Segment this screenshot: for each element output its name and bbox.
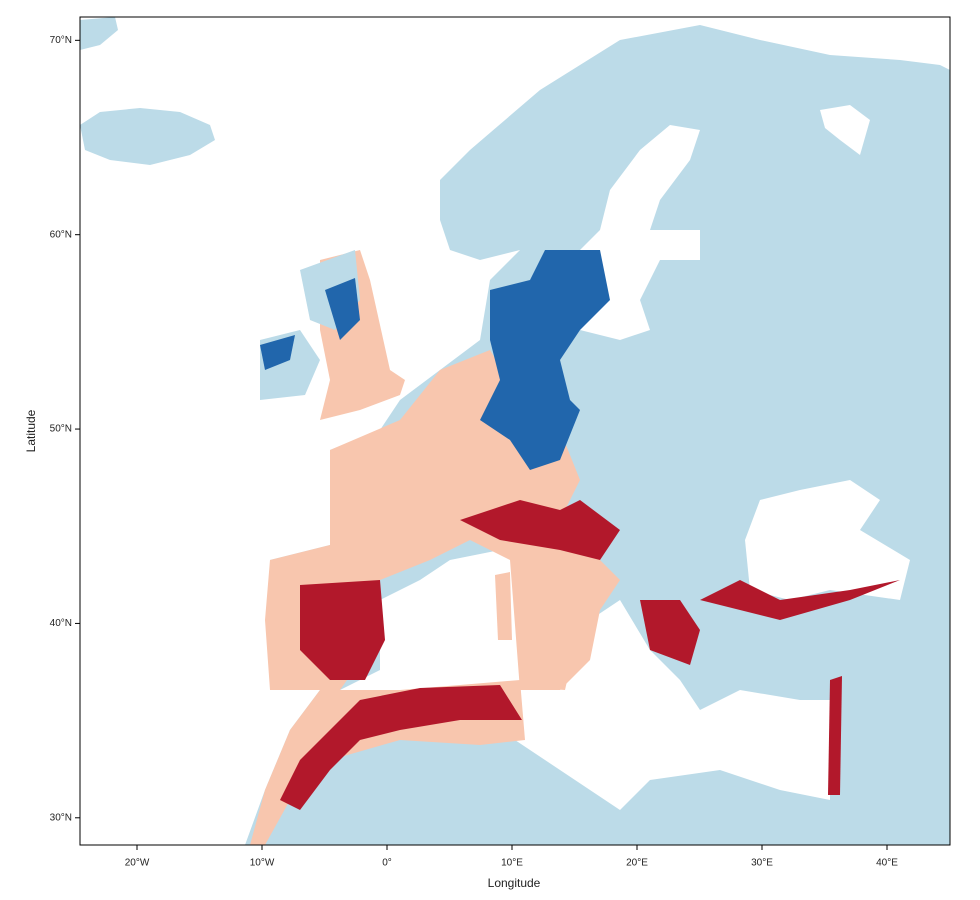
iberia-core <box>300 580 385 680</box>
x-tick-label: 0° <box>382 858 392 869</box>
black-sea <box>745 480 910 600</box>
x-tick-label: 40°E <box>876 858 898 869</box>
greenland-tip <box>80 17 118 50</box>
x-tick-label: 20°E <box>626 858 648 869</box>
x-tick-label: 10°W <box>250 858 275 869</box>
y-tick-label: 70°N <box>50 35 72 46</box>
sardinia <box>495 572 512 640</box>
ireland-patches <box>260 335 295 370</box>
levant-coast <box>828 676 842 795</box>
y-tick-label: 30°N <box>50 812 72 823</box>
sicily <box>530 668 570 690</box>
x-axis-title: Longitude <box>488 876 541 890</box>
y-tick-label: 40°N <box>50 618 72 629</box>
scotland-patches <box>325 278 360 340</box>
x-tick-label: 20°W <box>125 858 150 869</box>
x-tick-label: 10°E <box>501 858 523 869</box>
north-africa-core <box>280 685 522 810</box>
northern-europe <box>480 250 610 470</box>
map-layer <box>80 17 950 845</box>
mediterranean-sea <box>330 550 830 810</box>
y-axis-title: Latitude <box>24 409 38 452</box>
anatolia-coast <box>700 580 900 620</box>
alps <box>460 500 620 560</box>
y-tick-label: 60°N <box>50 229 72 240</box>
north-africa <box>250 680 525 845</box>
white-sea <box>820 105 870 155</box>
iceland <box>80 108 215 165</box>
plot-frame <box>79 16 951 846</box>
y-tick-label: 50°N <box>50 424 72 435</box>
greece <box>640 600 700 665</box>
x-tick-label: 30°E <box>751 858 773 869</box>
